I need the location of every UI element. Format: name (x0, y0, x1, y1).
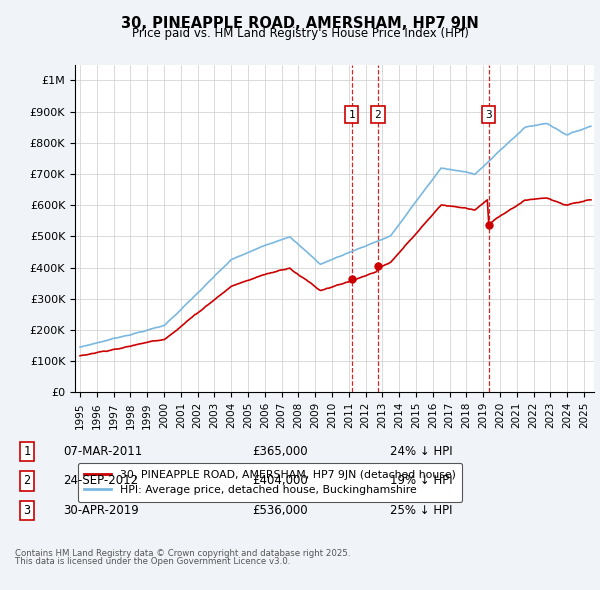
Text: This data is licensed under the Open Government Licence v3.0.: This data is licensed under the Open Gov… (15, 558, 290, 566)
Text: 2: 2 (374, 110, 381, 120)
Text: 25% ↓ HPI: 25% ↓ HPI (390, 504, 452, 517)
Text: 24% ↓ HPI: 24% ↓ HPI (390, 445, 452, 458)
Text: 1: 1 (23, 445, 31, 458)
Text: 2: 2 (23, 474, 31, 487)
Text: 3: 3 (23, 504, 31, 517)
Text: 19% ↓ HPI: 19% ↓ HPI (390, 474, 452, 487)
Text: £404,000: £404,000 (252, 474, 308, 487)
Text: 30, PINEAPPLE ROAD, AMERSHAM, HP7 9JN: 30, PINEAPPLE ROAD, AMERSHAM, HP7 9JN (121, 16, 479, 31)
Text: £365,000: £365,000 (252, 445, 308, 458)
Text: 30-APR-2019: 30-APR-2019 (63, 504, 139, 517)
Legend: 30, PINEAPPLE ROAD, AMERSHAM, HP7 9JN (detached house), HPI: Average price, deta: 30, PINEAPPLE ROAD, AMERSHAM, HP7 9JN (d… (78, 463, 463, 502)
Text: Contains HM Land Registry data © Crown copyright and database right 2025.: Contains HM Land Registry data © Crown c… (15, 549, 350, 558)
Text: 07-MAR-2011: 07-MAR-2011 (63, 445, 142, 458)
Text: 1: 1 (348, 110, 355, 120)
Text: £536,000: £536,000 (252, 504, 308, 517)
Text: Price paid vs. HM Land Registry's House Price Index (HPI): Price paid vs. HM Land Registry's House … (131, 27, 469, 40)
Text: 3: 3 (485, 110, 492, 120)
Text: 24-SEP-2012: 24-SEP-2012 (63, 474, 138, 487)
